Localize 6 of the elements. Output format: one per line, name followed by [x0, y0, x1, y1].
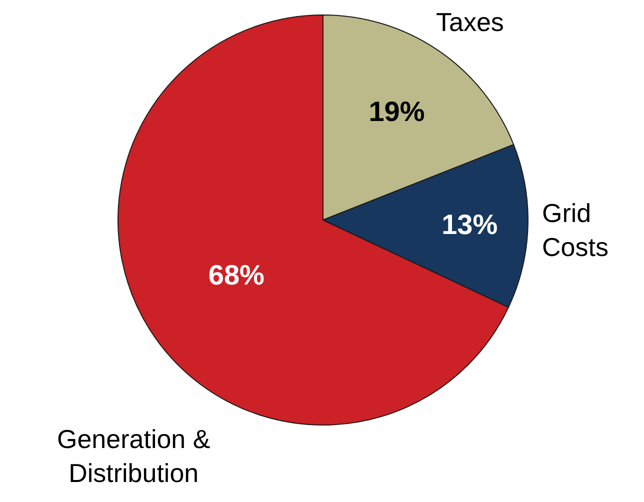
slice-label: Generation & Distribution — [57, 424, 210, 488]
data-label: 68% — [208, 259, 265, 290]
slice-label: Grid Costs — [542, 198, 608, 262]
data-label: 19% — [368, 96, 425, 127]
data-label: 13% — [442, 209, 498, 240]
slice-label: Taxes — [436, 7, 504, 37]
